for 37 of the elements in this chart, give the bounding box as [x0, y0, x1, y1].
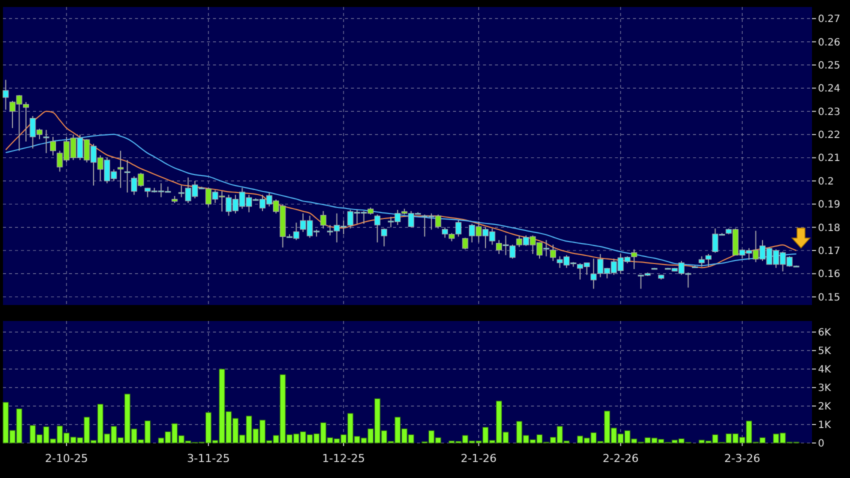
- y-tick-label: 0.25: [818, 60, 840, 72]
- y-tick-label: 2K: [818, 402, 832, 413]
- x-tick-label: 2-2-26: [602, 452, 639, 465]
- x-tick-label: 3-11-25: [186, 452, 230, 465]
- candlestick: [50, 136, 56, 156]
- y-tick-label: 1K: [818, 420, 832, 432]
- candlestick: [550, 244, 556, 262]
- x-tick-label: 2-10-25: [45, 452, 88, 465]
- y-tick-label: 3K: [818, 383, 832, 394]
- y-tick-label: 6K: [818, 328, 832, 339]
- candlestick: [43, 129, 50, 154]
- y-tick-label: 0.16: [818, 269, 840, 280]
- y-tick-label: 0.23: [818, 106, 840, 118]
- candlestick: [320, 210, 326, 229]
- y-tick-label: 5K: [818, 346, 832, 358]
- candlestick: [374, 214, 380, 243]
- candlestick: [381, 228, 388, 247]
- x-tick-label: 1-12-25: [322, 452, 366, 465]
- x-tick-label: 2-3-26: [724, 452, 760, 465]
- y-tick-label: 0.24: [818, 84, 840, 95]
- y-tick-label: 0.27: [818, 14, 840, 26]
- x-tick-label: 2-1-26: [460, 452, 497, 465]
- candlestick: [631, 248, 638, 270]
- y-tick-label: 0.21: [818, 153, 840, 164]
- candlestick: [2, 79, 9, 110]
- y-tick-label: 0.19: [818, 200, 840, 211]
- y-tick-label: 0.17: [818, 246, 840, 257]
- candlestick: [124, 160, 130, 194]
- y-tick-label: 0.15: [818, 292, 840, 304]
- y-tick-label: 0.22: [818, 130, 840, 142]
- y-tick-label: 0: [818, 438, 824, 450]
- y-tick-label: 0.2: [818, 176, 834, 188]
- candlestick: [118, 150, 124, 188]
- y-tick-label: 4K: [818, 364, 832, 376]
- y-tick-label: 0.18: [818, 222, 840, 234]
- candlestick: [462, 237, 468, 250]
- y-tick-label: 0.26: [818, 37, 840, 48]
